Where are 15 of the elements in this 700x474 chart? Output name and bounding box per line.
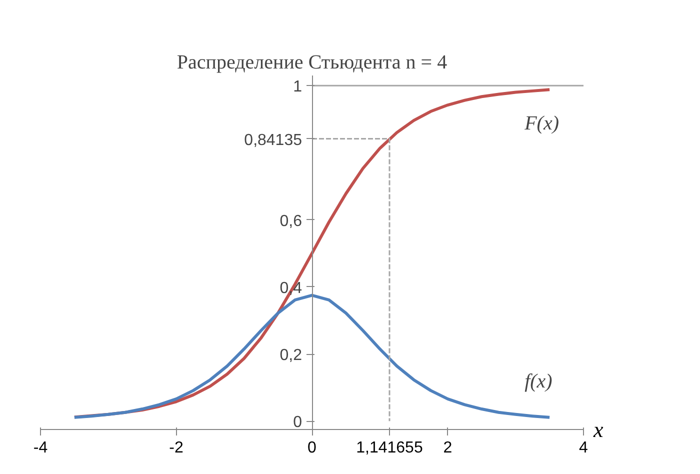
x-tick-label: -4 xyxy=(33,440,48,456)
series-label: F(x) xyxy=(524,112,560,135)
x-tick-label: 2 xyxy=(443,440,452,456)
x-tick-label: 4 xyxy=(579,440,588,456)
y-tick-label: 0,6 xyxy=(280,212,302,230)
y-tick-label: 1 xyxy=(293,78,302,96)
x-tick-label: -2 xyxy=(169,440,184,456)
y-tick-label: 0,84135 xyxy=(244,132,302,149)
y-tick-label: 0 xyxy=(293,414,302,432)
y-tick-label: 0,2 xyxy=(280,347,302,364)
series-label: f(x) xyxy=(524,370,553,392)
chart-title: Распределение Стьюдента n = 4 xyxy=(176,52,448,74)
x-tick-label: 1,141655 xyxy=(356,440,423,456)
x-axis-title: x xyxy=(592,417,604,442)
x-tick-label: 0 xyxy=(308,440,317,456)
